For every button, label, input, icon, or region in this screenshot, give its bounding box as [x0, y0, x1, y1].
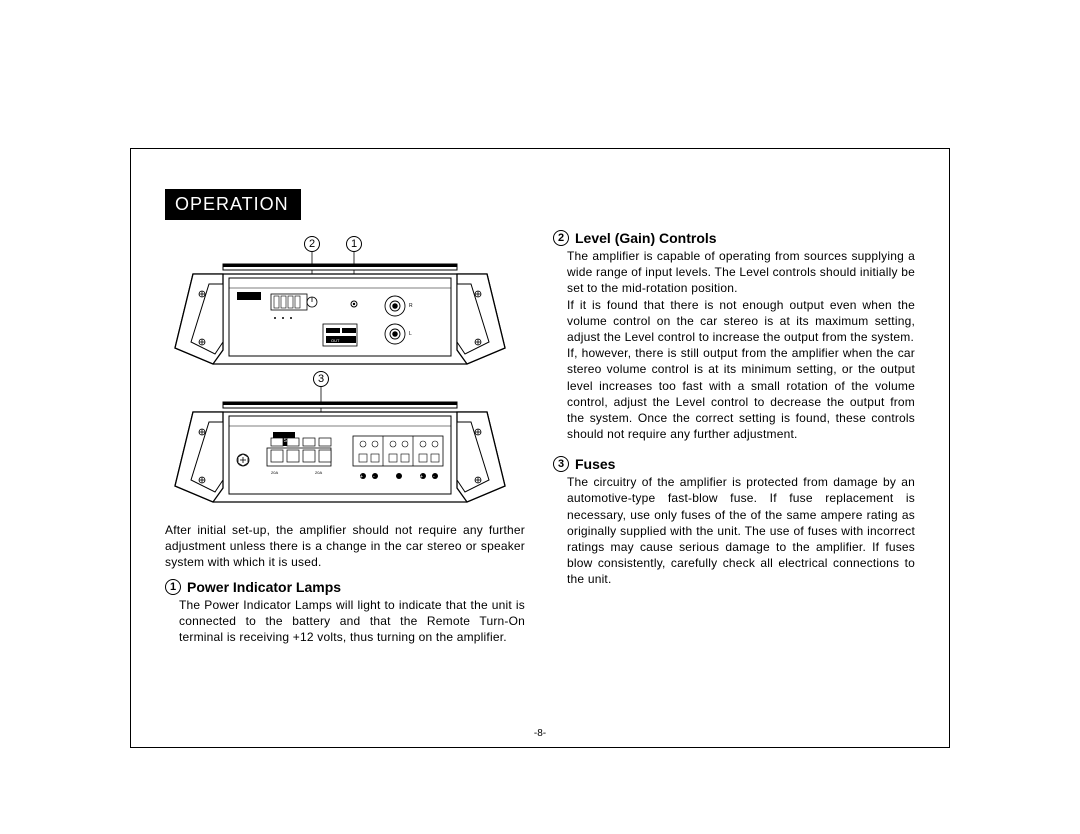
- heading-num-1: 1: [165, 579, 181, 595]
- section2-p2: If it is found that there is not enough …: [567, 297, 915, 346]
- section2-p3: If, however, there is still output from …: [567, 345, 915, 442]
- heading-title-3: Fuses: [575, 456, 615, 472]
- heading-fuses: 3 Fuses: [553, 456, 915, 472]
- svg-text:+: +: [360, 474, 363, 480]
- manual-page: OPERATION 2 1 3: [130, 148, 950, 748]
- section2-p1: The amplifier is capable of operating fr…: [567, 248, 915, 297]
- heading-power-indicator: 1 Power Indicator Lamps: [165, 579, 525, 595]
- svg-text:+: +: [420, 474, 423, 480]
- callout-1: 1: [346, 236, 362, 252]
- heading-title-1: Power Indicator Lamps: [187, 579, 341, 595]
- callout-2: 2: [304, 236, 320, 252]
- svg-text:20A: 20A: [271, 470, 278, 475]
- section3-body: The circuitry of the amplifier is protec…: [567, 474, 915, 587]
- section-title: OPERATION: [165, 189, 301, 220]
- svg-text:20A: 20A: [315, 470, 322, 475]
- heading-num-2: 2: [553, 230, 569, 246]
- heading-title-2: Level (Gain) Controls: [575, 230, 717, 246]
- left-column: 2 1 3: [165, 230, 525, 645]
- right-column: 2 Level (Gain) Controls The amplifier is…: [553, 230, 915, 645]
- svg-text:R: R: [409, 303, 413, 309]
- intro-text: After initial set-up, the amplifier shou…: [165, 522, 525, 571]
- svg-text:L: L: [409, 331, 412, 337]
- amplifier-diagram: 2 1 3: [165, 234, 515, 514]
- page-number: -8-: [534, 728, 546, 739]
- callout-3: 3: [313, 371, 329, 387]
- svg-text:OUT: OUT: [331, 338, 340, 343]
- heading-level-controls: 2 Level (Gain) Controls: [553, 230, 915, 246]
- two-column-layout: 2 1 3: [165, 230, 915, 645]
- section1-body: The Power Indicator Lamps will light to …: [179, 597, 525, 646]
- heading-num-3: 3: [553, 456, 569, 472]
- amplifier-svg: OUT R L: [165, 234, 515, 514]
